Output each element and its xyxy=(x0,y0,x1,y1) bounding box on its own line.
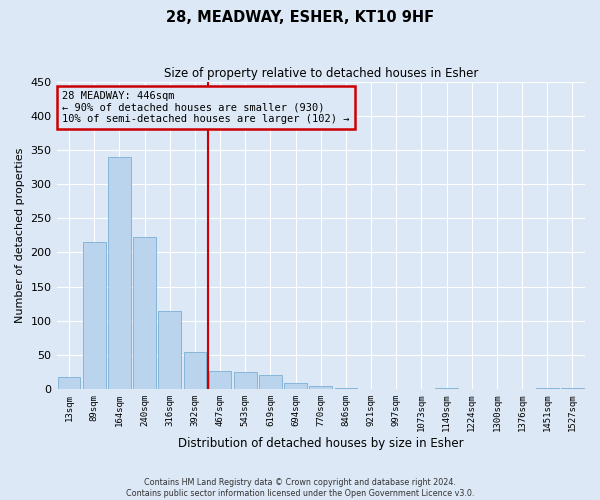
Bar xyxy=(335,388,357,389)
Bar xyxy=(108,157,131,389)
Text: Contains HM Land Registry data © Crown copyright and database right 2024.
Contai: Contains HM Land Registry data © Crown c… xyxy=(126,478,474,498)
Bar xyxy=(284,384,307,389)
X-axis label: Distribution of detached houses by size in Esher: Distribution of detached houses by size … xyxy=(178,437,464,450)
Bar xyxy=(83,242,106,389)
Bar xyxy=(561,388,584,389)
Bar xyxy=(234,372,257,389)
Bar xyxy=(435,388,458,389)
Y-axis label: Number of detached properties: Number of detached properties xyxy=(15,148,25,323)
Bar xyxy=(158,311,181,389)
Bar xyxy=(133,238,156,389)
Bar xyxy=(259,376,282,389)
Bar xyxy=(310,386,332,389)
Title: Size of property relative to detached houses in Esher: Size of property relative to detached ho… xyxy=(164,68,478,80)
Bar xyxy=(536,388,559,389)
Text: 28, MEADWAY, ESHER, KT10 9HF: 28, MEADWAY, ESHER, KT10 9HF xyxy=(166,10,434,25)
Bar xyxy=(184,352,206,389)
Bar xyxy=(58,378,80,389)
Bar xyxy=(209,371,232,389)
Text: 28 MEADWAY: 446sqm
← 90% of detached houses are smaller (930)
10% of semi-detach: 28 MEADWAY: 446sqm ← 90% of detached hou… xyxy=(62,91,349,124)
